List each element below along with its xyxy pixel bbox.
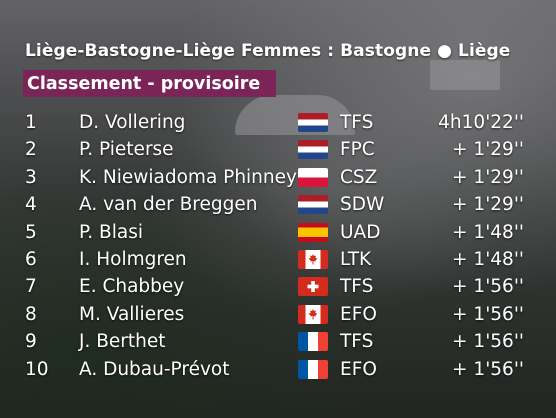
result-row: 10 A. Dubau-Prévot EFO + 1'56'' <box>0 356 556 383</box>
netherlands-flag-icon <box>298 113 328 132</box>
result-row: 2 P. Pieterse FPC + 1'29'' <box>0 136 556 163</box>
rider-name: K. Niewiadoma Phinney <box>79 166 297 188</box>
time-gap: + 1'56'' <box>452 276 524 298</box>
result-row: 8 M. Vallieres EFO + 1'56'' <box>0 301 556 328</box>
race-title: Liège-Bastogne-Liège Femmes : Bastogne ● L… <box>25 41 510 61</box>
stadium-roof <box>235 95 355 135</box>
rider-name: D. Vollering <box>79 112 186 133</box>
rank: 3 <box>25 166 37 188</box>
team-code: LTK <box>340 249 372 270</box>
team-code: SDW <box>340 194 385 216</box>
team-code: TFS <box>340 112 374 133</box>
team-code: UAD <box>340 221 381 243</box>
bullet-icon: ● <box>437 41 453 61</box>
france-flag-icon <box>298 359 328 379</box>
rider-name: I. Holmgren <box>79 249 187 270</box>
result-row: 1 D. Vollering TFS 4h10'22'' <box>0 109 556 136</box>
classification-label: Classement - provisoire <box>27 73 261 94</box>
france-flag-icon <box>298 332 328 352</box>
rider-name: P. Pieterse <box>79 139 174 161</box>
result-row: 7 E. Chabbey TFS + 1'56'' <box>0 273 556 300</box>
rider-name: J. Berthet <box>79 331 166 353</box>
team-code: EFO <box>340 303 377 325</box>
time-gap: + 1'29'' <box>452 139 524 161</box>
time-gap: + 1'29'' <box>452 166 524 188</box>
netherlands-flag-icon <box>298 140 328 160</box>
time-gap: + 1'29'' <box>452 194 524 216</box>
time-gap: + 1'56'' <box>452 303 524 325</box>
team-code: EFO <box>340 358 377 380</box>
time-gap: 4h10'22'' <box>438 112 524 133</box>
classification-banner: Classement - provisoire <box>23 70 276 97</box>
time-gap: + 1'48'' <box>452 221 524 243</box>
rank: 6 <box>25 249 37 270</box>
team-code: TFS <box>340 276 374 298</box>
building-roof <box>430 60 500 90</box>
rank: 9 <box>25 331 37 353</box>
rank: 2 <box>25 139 37 161</box>
canada-flag-icon <box>298 304 328 324</box>
result-row: 3 K. Niewiadoma Phinney CSZ + 1'29'' <box>0 164 556 191</box>
spain-flag-icon <box>298 222 328 242</box>
team-code: FPC <box>340 139 375 161</box>
netherlands-flag-icon <box>298 195 328 215</box>
time-gap: + 1'48'' <box>452 249 524 270</box>
result-row: 4 A. van der Breggen SDW + 1'29'' <box>0 191 556 218</box>
result-row: 6 I. Holmgren LTK + 1'48'' <box>0 246 556 273</box>
rider-name: E. Chabbey <box>79 276 185 298</box>
canada-flag-icon <box>298 250 328 269</box>
rank: 5 <box>25 221 37 243</box>
result-row: 9 J. Berthet TFS + 1'56'' <box>0 328 556 355</box>
rank: 7 <box>25 276 37 298</box>
time-gap: + 1'56'' <box>452 331 524 353</box>
race-title-start: Liège-Bastogne-Liège Femmes : Bastogne <box>25 41 432 61</box>
team-code: CSZ <box>340 166 378 188</box>
rank: 8 <box>25 303 37 325</box>
result-row: 5 P. Blasi UAD + 1'48'' <box>0 219 556 246</box>
rider-name: M. Vallieres <box>79 303 185 325</box>
rider-name: P. Blasi <box>79 221 143 243</box>
rank: 4 <box>25 194 37 216</box>
team-code: TFS <box>340 331 374 353</box>
poland-flag-icon <box>298 167 328 187</box>
race-title-finish: Liège <box>458 41 511 61</box>
rank: 10 <box>25 358 49 380</box>
rider-name: A. van der Breggen <box>79 194 258 216</box>
switzerland-flag-icon <box>298 277 328 297</box>
time-gap: + 1'56'' <box>452 358 524 380</box>
rank: 1 <box>25 112 37 133</box>
rider-name: A. Dubau-Prévot <box>79 358 230 380</box>
